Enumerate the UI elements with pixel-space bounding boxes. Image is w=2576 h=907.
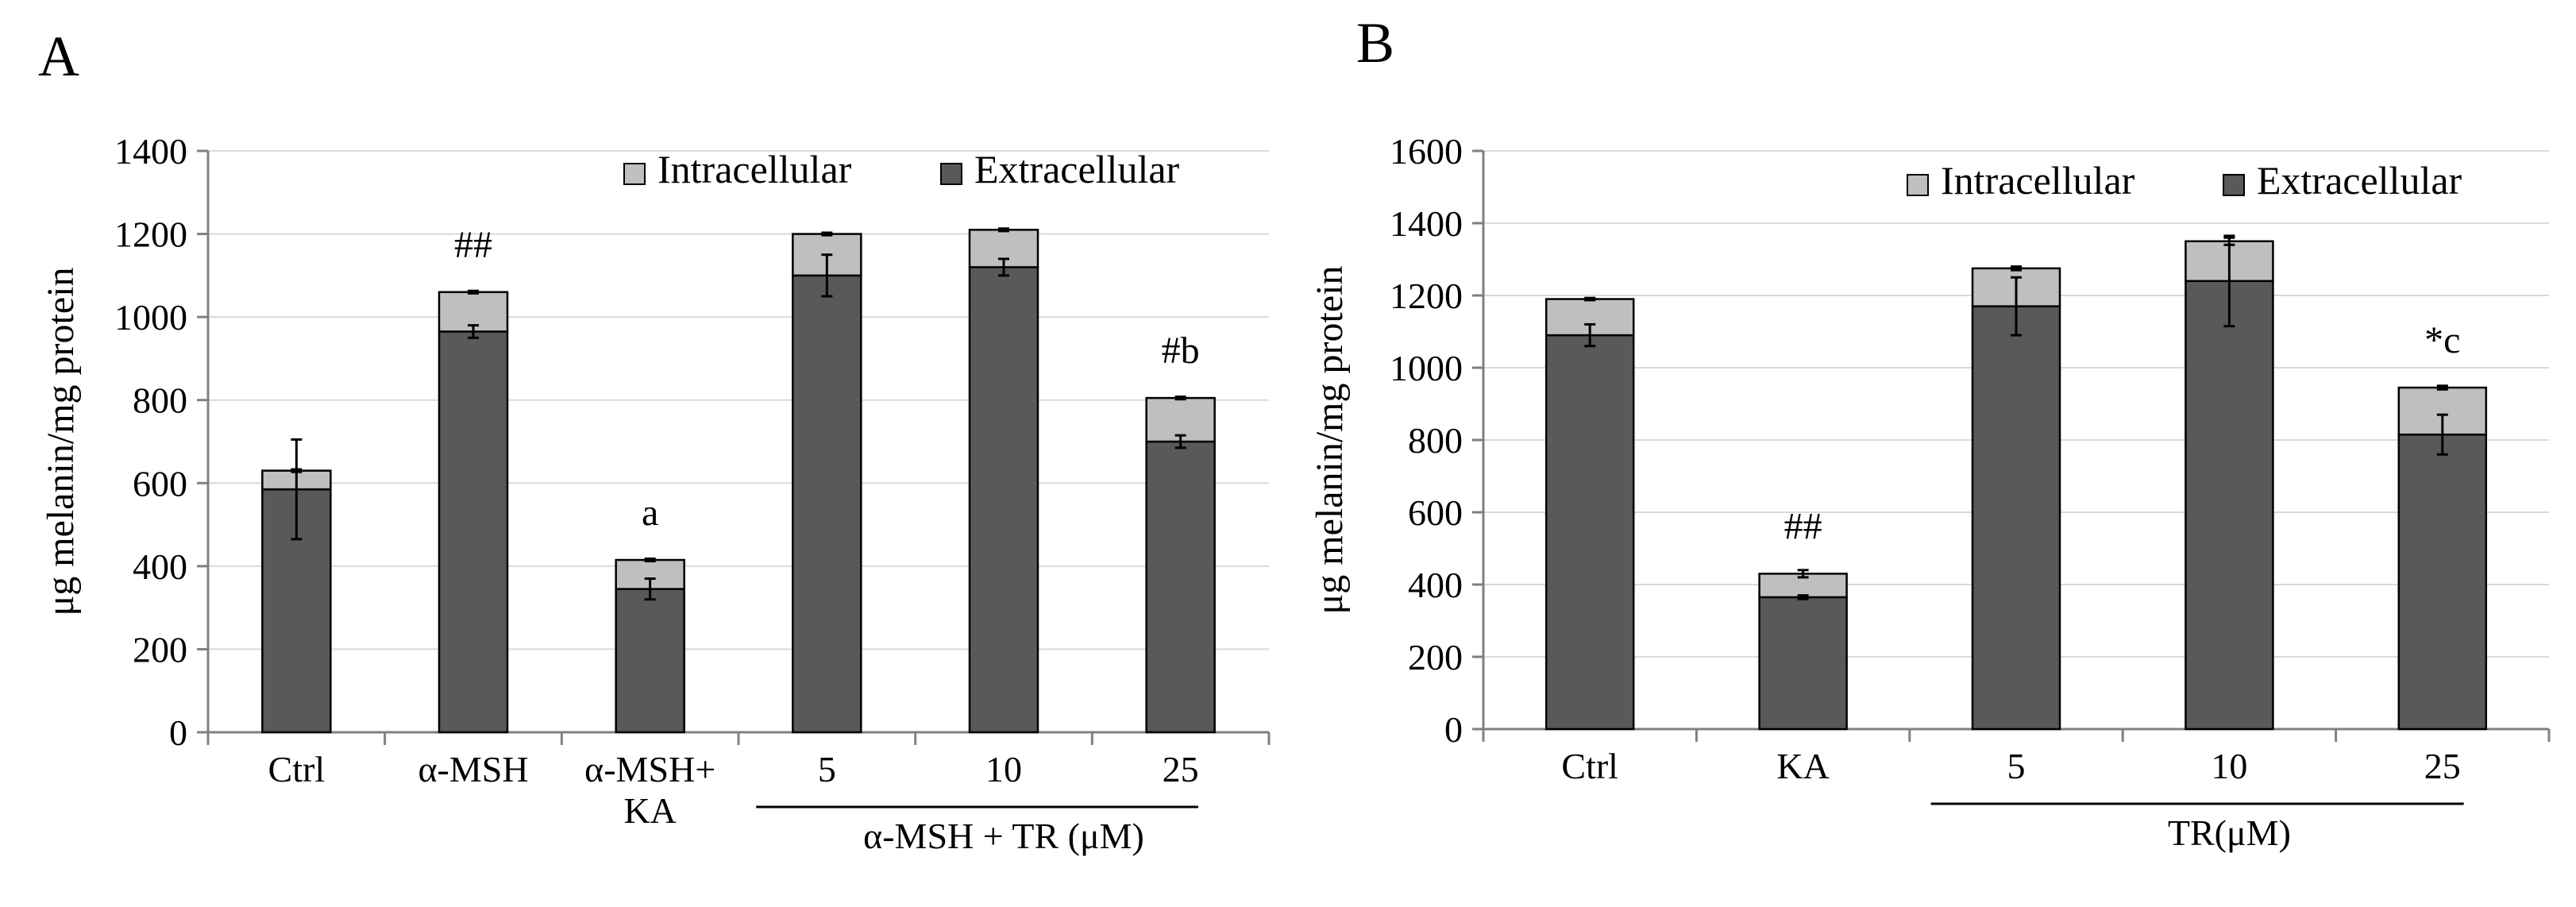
y-tick-label: 600 [133,463,187,504]
bar-extracellular [2185,280,2274,731]
legend-label-extracellular: Extracellular [2257,158,2462,203]
panel-b-chart: B 0 200 400 600 800 1000 1200 1400 1600 μg melanin… [1309,11,2551,853]
bar-extracellular [1758,596,1848,731]
x-category-label: Ctrl [268,749,326,789]
group-label: TR(μM) [2168,812,2291,853]
x-category-label: 25 [1163,749,1199,789]
y-tick-label: 0 [1444,709,1463,750]
bar-extracellular [1971,305,2061,731]
y-tick-label: 400 [1408,565,1463,605]
significance-label: *c [2424,319,2460,361]
legend-swatch-intracellular [1907,174,1929,196]
bar-extracellular [968,266,1039,734]
x-category-label: KA [1776,746,1829,786]
x-category-label: KA [623,790,676,831]
x-category-label: 10 [2211,746,2247,786]
y-tick-label: 1200 [1390,276,1463,316]
y-axis-label: μg melanin/mg protein [1309,266,1351,615]
bar-extracellular [1145,440,1216,734]
x-category-label: 5 [2007,746,2026,786]
significance-label: ## [454,224,492,266]
panel-a-chart: A 0 200 400 600 800 1000 1200 1400 μg melanin/mg … [38,25,1271,856]
y-tick-label: 1000 [114,297,187,338]
y-tick-label: 0 [169,712,187,753]
significance-label: a [642,492,658,534]
y-tick-label: 1400 [1390,203,1463,244]
x-category-label: α-MSH+ [584,749,715,789]
y-tick-label: 600 [1408,492,1463,533]
legend-swatch-extracellular [2223,174,2245,196]
legend-label-intracellular: Intracellular [1941,158,2135,203]
bar-extracellular [615,588,685,734]
legend-label-intracellular: Intracellular [657,147,852,191]
x-category-label: Ctrl [1561,746,1618,786]
bar-extracellular [2397,433,2488,731]
panel-letter: A [38,25,79,88]
significance-label: ## [1784,505,1822,547]
x-category-label: α-MSH [418,749,528,789]
y-tick-label: 1000 [1390,348,1463,388]
bar-extracellular [1544,334,1635,731]
panel-letter: B [1356,11,1394,75]
bar-extracellular [438,330,509,734]
legend-label-extracellular: Extracellular [974,147,1180,191]
y-tick-label: 400 [133,546,187,587]
group-label: α-MSH + TR (μM) [863,816,1144,856]
y-tick-label: 200 [1408,637,1463,677]
significance-label: #b [1162,330,1200,372]
y-tick-label: 200 [133,629,187,670]
x-category-label: 25 [2424,746,2461,786]
legend-swatch-intracellular [623,163,646,185]
x-category-label: 5 [818,749,836,789]
y-tick-label: 800 [1408,420,1463,461]
legend-swatch-extracellular [940,163,962,185]
x-category-label: 10 [985,749,1022,789]
y-axis-label: μg melanin/mg protein [40,268,82,616]
y-tick-label: 1600 [1390,131,1463,172]
y-tick-label: 800 [133,380,187,421]
y-tick-label: 1200 [114,214,187,255]
bar-extracellular [792,274,862,734]
y-tick-label: 1400 [114,131,187,172]
